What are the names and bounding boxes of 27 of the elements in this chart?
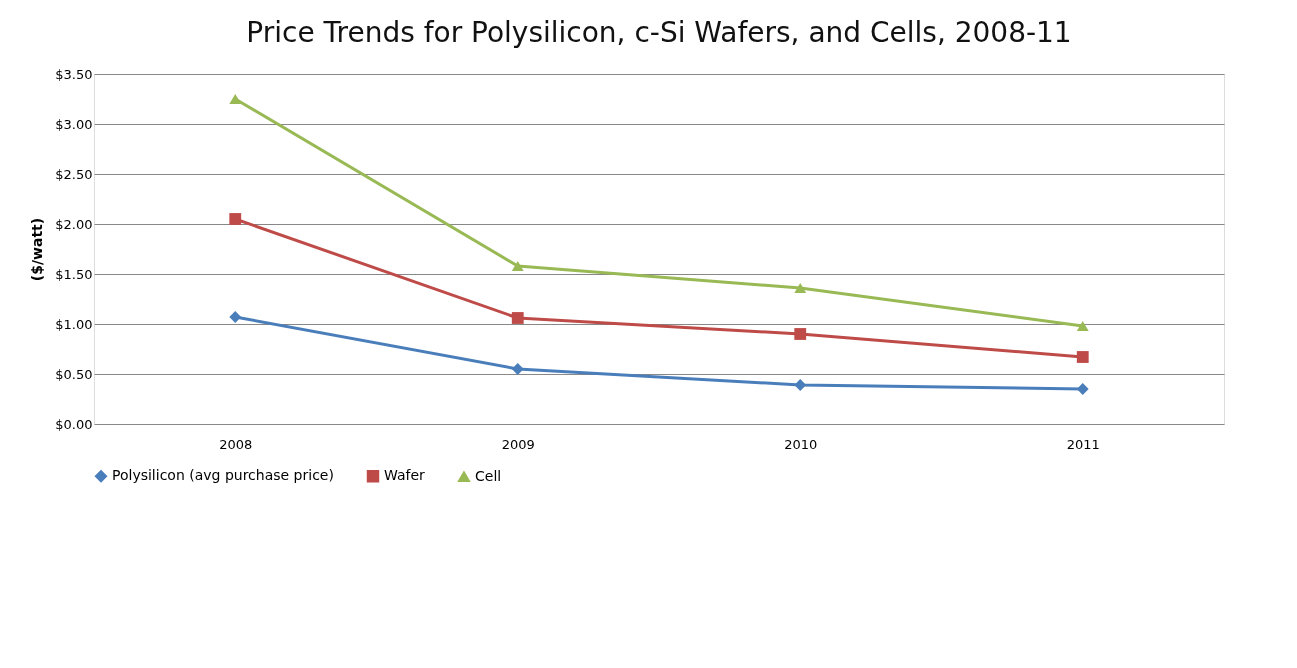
legend-label: Wafer <box>384 467 426 484</box>
point <box>1076 351 1089 363</box>
x-tick-label: 2009 <box>501 436 535 452</box>
point <box>794 328 807 340</box>
chart-title: Price Trends for Polysilicon, c-Si Wafers, and Cells, 2008-11 <box>246 16 1072 49</box>
y-axis-title: ($/watt) <box>29 217 46 282</box>
y-tick-label: $1.00 <box>55 316 93 332</box>
y-tick-label: $3.00 <box>55 116 93 132</box>
point <box>229 213 242 225</box>
y-tick-label: $3.50 <box>55 66 93 82</box>
y-tick-label: $0.00 <box>55 416 93 432</box>
point <box>511 260 524 272</box>
y-tick-label: $0.50 <box>55 366 93 382</box>
legend-label: Cell <box>475 467 502 484</box>
x-tick-label: 2010 <box>784 436 818 452</box>
y-tick-label: $2.50 <box>55 166 93 182</box>
y-tick-label: $1.50 <box>55 266 93 282</box>
x-tick-label: 2011 <box>1066 436 1100 452</box>
point <box>794 282 807 294</box>
legend-label: Polysilicon (avg purchase price) <box>112 467 334 484</box>
y-tick-label: $2.00 <box>55 216 93 232</box>
point <box>229 311 242 323</box>
point <box>511 363 524 375</box>
point <box>229 93 242 105</box>
point <box>511 312 524 324</box>
x-tick-label: 2008 <box>219 436 253 452</box>
point <box>1076 320 1089 332</box>
